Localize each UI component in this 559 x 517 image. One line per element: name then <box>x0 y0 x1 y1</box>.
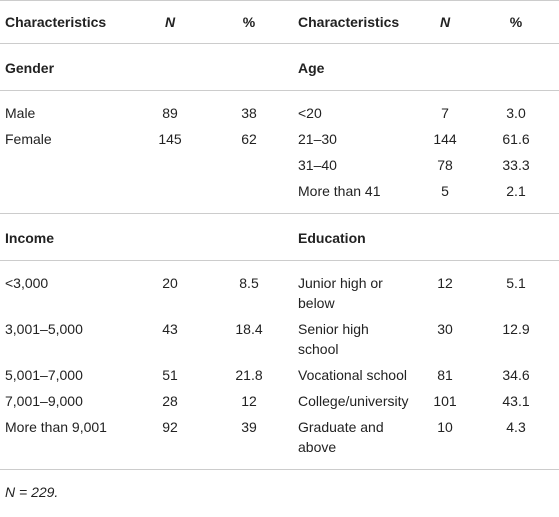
header-cell: Characteristics <box>293 0 417 44</box>
row-label: 3,001–5,000 <box>5 321 83 337</box>
row-label: Male <box>5 105 36 121</box>
empty-cell <box>135 152 205 178</box>
row-label: Female <box>5 131 52 147</box>
cell-value: 101 <box>433 393 457 409</box>
row-label: 7,001–9,000 <box>5 393 83 409</box>
cell-value: 34.6 <box>502 367 530 383</box>
cell-value: 18.4 <box>235 321 263 337</box>
cell-value: 3.0 <box>506 105 526 121</box>
section-row: Income Education <box>0 213 559 261</box>
row-label: 5,001–7,000 <box>5 367 83 383</box>
row-label: Junior high or below <box>298 275 383 311</box>
cell-value: 21.8 <box>235 367 263 383</box>
section-row: Gender Age <box>0 43 559 91</box>
cell-value: 81 <box>437 367 453 383</box>
cell-value: 7 <box>441 105 449 121</box>
cell-value: 12 <box>437 275 453 291</box>
header-cell: % <box>473 0 559 44</box>
data-row: 3,001–5,000 43 18.4 Senior high school 30 12.… <box>0 316 559 362</box>
empty-cell <box>205 152 293 178</box>
cell-value: 89 <box>162 105 178 121</box>
data-row: More than 41 5 2.1 <box>0 178 559 214</box>
row-label: <20 <box>298 105 322 121</box>
row-label: College/university <box>298 393 409 409</box>
cell-value: 62 <box>241 131 257 147</box>
cell-value: 39 <box>205 414 293 470</box>
header-cell: % <box>205 0 293 44</box>
data-row: <3,000 20 8.5 Junior high or below 12 5.1 <box>0 261 559 317</box>
data-table: Characteristics N% Characteristics N% Gender… <box>0 0 559 470</box>
row-label: 21–30 <box>298 131 337 147</box>
footnote: N = 229. <box>5 484 59 500</box>
data-row: Male 89 38 <20 7 3.0 <box>0 91 559 127</box>
cell-value: 61.6 <box>502 131 530 147</box>
header-cell: N <box>417 0 473 44</box>
data-row: 31–40 78 33.3 <box>0 152 559 178</box>
cell-value: 5.1 <box>506 275 526 291</box>
empty-cell <box>135 178 205 214</box>
empty-cell <box>205 178 293 214</box>
table-body: Characteristics N% Characteristics N% Gender… <box>0 0 559 470</box>
cell-value: 43 <box>162 321 178 337</box>
data-row: 7,001–9,000 28 12 College/university 101 43.1 <box>0 388 559 414</box>
cell-value: 145 <box>158 131 182 147</box>
row-label: Graduate and above <box>293 414 417 470</box>
cell-value: 4.3 <box>473 414 559 470</box>
row-label: Senior high school <box>298 321 369 357</box>
row-label: <3,000 <box>5 275 49 291</box>
cell-value: 30 <box>437 321 453 337</box>
cell-value: 92 <box>135 414 205 470</box>
cell-value: 12 <box>241 393 257 409</box>
cell-value: 28 <box>162 393 178 409</box>
header-cell: N <box>135 0 205 44</box>
data-row: More than 9,001 92 39 Graduate and above 10 4… <box>0 414 559 470</box>
data-row: 5,001–7,000 51 21.8 Vocational school 81 34.6 <box>0 362 559 388</box>
row-label: 31–40 <box>298 157 337 173</box>
empty-cell <box>0 178 135 214</box>
header-cell: Characteristics <box>0 0 135 44</box>
cell-value: 20 <box>162 275 178 291</box>
cell-value: 38 <box>241 105 257 121</box>
empty-cell <box>0 152 135 178</box>
cell-value: 78 <box>437 157 453 173</box>
data-row: Female 145 62 21–30 144 61.6 <box>0 126 559 152</box>
row-label: Vocational school <box>298 367 407 383</box>
cell-value: 10 <box>417 414 473 470</box>
cell-value: 51 <box>162 367 178 383</box>
row-label: More than 41 <box>293 178 417 214</box>
section-title: Education <box>293 213 559 261</box>
cell-value: 12.9 <box>502 321 530 337</box>
header-row: Characteristics N% Characteristics N% <box>0 0 559 44</box>
cell-value: 43.1 <box>502 393 530 409</box>
cell-value: 2.1 <box>473 178 559 214</box>
row-label: More than 9,001 <box>0 414 135 470</box>
cell-value: 144 <box>433 131 457 147</box>
section-title: Age <box>293 43 559 91</box>
cell-value: 5 <box>417 178 473 214</box>
cell-value: 33.3 <box>502 157 530 173</box>
section-title: Income <box>0 213 293 261</box>
section-title: Gender <box>0 43 293 91</box>
cell-value: 8.5 <box>239 275 259 291</box>
